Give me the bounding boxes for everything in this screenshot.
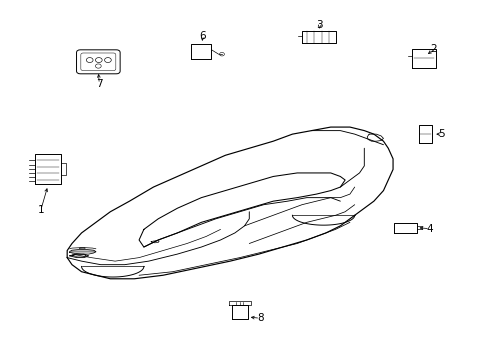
Text: 5: 5 [438, 129, 445, 139]
Text: 6: 6 [199, 31, 206, 41]
Text: 2: 2 [429, 45, 436, 54]
Text: 1: 1 [38, 205, 44, 215]
Text: 8: 8 [257, 313, 263, 323]
Text: 4: 4 [426, 224, 432, 234]
Text: 3: 3 [316, 20, 323, 30]
Text: 7: 7 [96, 79, 102, 89]
